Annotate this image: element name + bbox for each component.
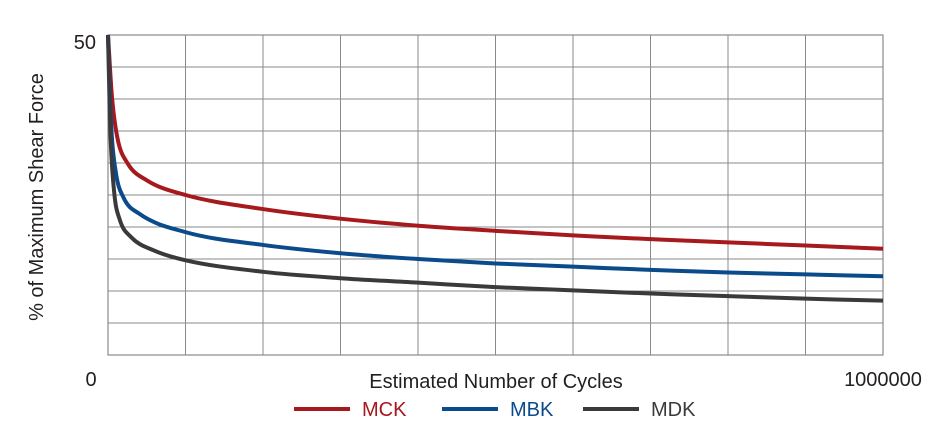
series-lines	[106, 34, 884, 303]
legend: MCK MBK MDK	[294, 399, 696, 421]
y-tick-label-max: 50	[74, 32, 96, 54]
plot-frame	[107, 34, 884, 356]
y-axis-title: % of Maximum Shear Force	[26, 73, 48, 321]
x-tick-label-min: 0	[85, 369, 96, 391]
legend-label-mbk: MBK	[510, 399, 554, 421]
legend-label-mdk: MDK	[651, 399, 696, 421]
series-line-mbk	[106, 34, 884, 279]
series-line-mdk	[106, 34, 884, 303]
x-axis-title: Estimated Number of Cycles	[369, 371, 622, 393]
legend-label-mck: MCK	[362, 399, 407, 421]
series-line-mck	[106, 34, 884, 251]
x-tick-label-max: 1000000	[844, 369, 922, 391]
grid	[108, 35, 883, 355]
